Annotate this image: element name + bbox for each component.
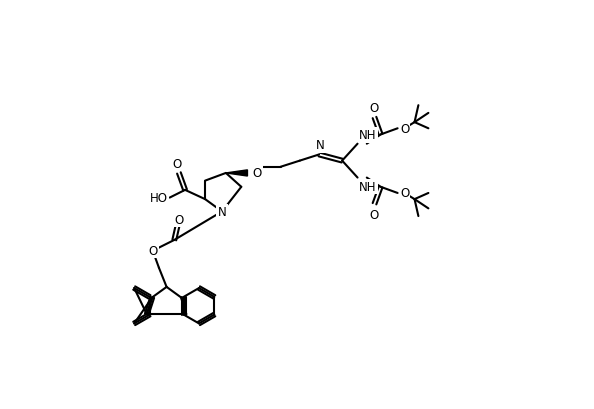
Text: O: O xyxy=(148,245,157,258)
Text: N: N xyxy=(315,139,324,152)
Text: HO: HO xyxy=(150,191,168,204)
Polygon shape xyxy=(226,171,248,177)
Text: NH: NH xyxy=(359,129,377,142)
Text: O: O xyxy=(370,208,379,221)
Text: O: O xyxy=(400,187,409,200)
Text: NH: NH xyxy=(359,180,377,193)
Text: N: N xyxy=(217,205,226,218)
Text: O: O xyxy=(253,167,262,180)
Text: O: O xyxy=(400,122,409,135)
Text: O: O xyxy=(174,213,184,226)
Text: O: O xyxy=(370,101,379,115)
Text: O: O xyxy=(173,157,182,171)
